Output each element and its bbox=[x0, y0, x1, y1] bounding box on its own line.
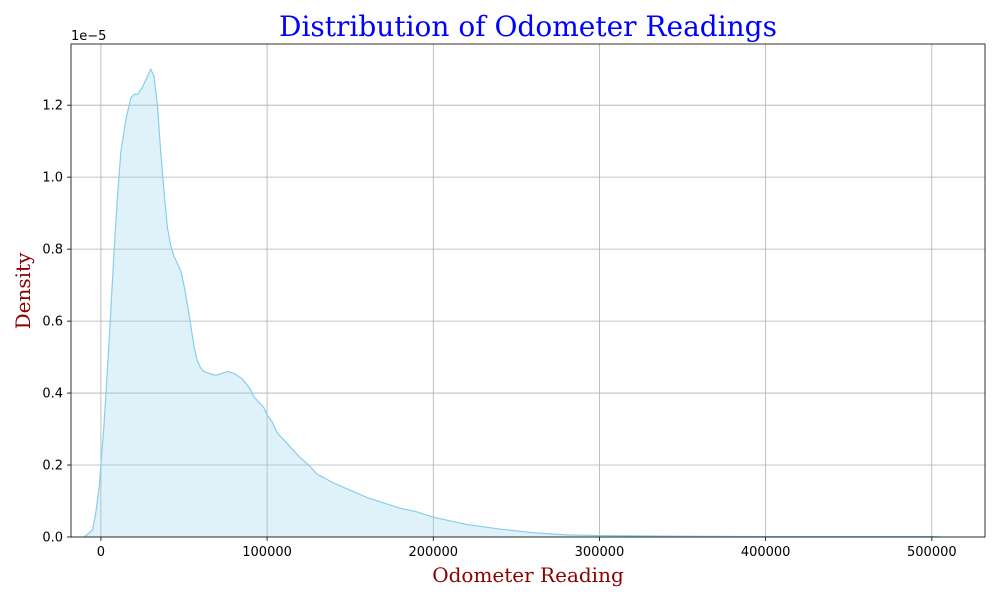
x-tick-label: 400000 bbox=[741, 545, 791, 560]
x-tick-label: 300000 bbox=[575, 545, 625, 560]
y-offset-label: 1e−5 bbox=[71, 29, 106, 44]
y-tick-label: 1.0 bbox=[42, 171, 63, 186]
x-axis-label: Odometer Reading bbox=[432, 563, 624, 587]
density-line bbox=[83, 67, 941, 538]
x-tick-label: 100000 bbox=[242, 545, 292, 560]
density-fill bbox=[84, 69, 941, 537]
grid bbox=[71, 44, 985, 538]
y-axis-label: Density bbox=[11, 252, 35, 329]
y-tick-label: 0.0 bbox=[42, 531, 63, 546]
y-tick-label: 0.2 bbox=[42, 459, 63, 474]
plot-border bbox=[70, 43, 986, 538]
x-tick-label: 500000 bbox=[907, 545, 957, 560]
x-tick-label: 0 bbox=[97, 545, 105, 560]
x-tick-label: 200000 bbox=[408, 545, 458, 560]
plot-frame bbox=[70, 43, 986, 538]
y-tick-label: 1.2 bbox=[42, 99, 63, 114]
density-area bbox=[83, 67, 941, 538]
axis-ticks: 0 100000 200000 300000 400000 500000 0.0 0.2 0.4… bbox=[42, 99, 956, 560]
chart-title: Distribution of Odometer Readings bbox=[279, 10, 777, 43]
y-tick-label: 0.4 bbox=[42, 387, 63, 402]
y-tick-label: 0.6 bbox=[42, 315, 63, 330]
y-tick-label: 0.8 bbox=[42, 243, 63, 258]
